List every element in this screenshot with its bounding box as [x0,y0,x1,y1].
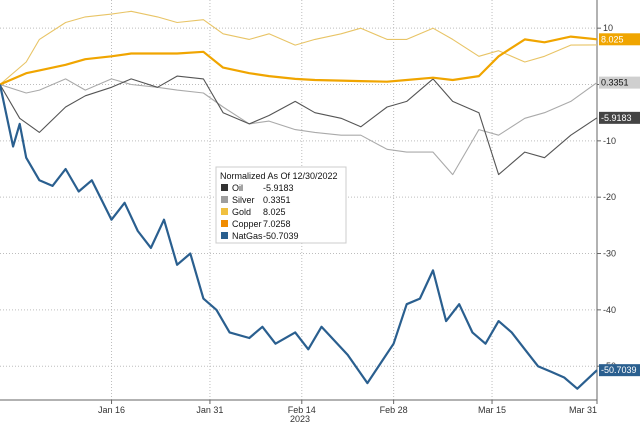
legend-value-copper: 7.0258 [263,219,291,229]
legend-title: Normalized As Of 12/30/2022 [220,171,338,181]
x-tick-label: Mar 31 [569,405,597,415]
series-line-silver [0,78,598,176]
series-line-gold [0,35,598,86]
y-tick-label: -30 [603,249,616,259]
x-axis-label: 2023 [290,414,310,424]
x-tick-label: Feb 14 [288,405,316,415]
value-tags: 0.3351 -5.9183 8.025 -50.7039 [599,33,640,377]
series-line-copper [0,10,598,85]
legend-label-copper: Copper [232,219,262,229]
series-line-natgas [0,84,598,390]
value-tag-label-natgas: -50.7039 [601,365,637,375]
y-tick-label: -10 [603,136,616,146]
value-tag-silver [599,76,640,89]
value-tag-label-silver: 0.3351 [601,78,629,88]
legend-value-silver: 0.3351 [263,195,291,205]
legend-swatch-natgas [221,232,228,239]
y-tick-label: 10 [603,23,613,33]
legend-label-oil: Oil [232,183,243,193]
value-tag-natgas [599,364,640,377]
legend-label-silver: Silver [232,195,255,205]
legend-swatch-oil [221,184,228,191]
value-tag-label-gold: 8.025 [601,34,624,44]
x-tick-label: Jan 31 [196,405,223,415]
value-tag-oil [599,111,640,124]
legend-value-gold: 8.025 [263,207,286,217]
y-tick-label: -20 [603,192,616,202]
legend-swatch-gold [221,208,228,215]
value-tag-label-oil: -5.9183 [601,113,632,123]
x-tick-label: Feb 28 [380,405,408,415]
legend-box [215,166,347,244]
legend-swatch-silver [221,196,228,203]
value-tag-gold [599,33,640,46]
x-tick-label: Jan 16 [98,405,125,415]
legend-label-gold: Gold [232,207,251,217]
y-tick-label: -40 [603,305,616,315]
legend-value-oil: -5.9183 [263,183,294,193]
legend: Normalized As Of 12/30/2022 Oil -5.9183 Si… [215,166,347,244]
legend-swatch-copper [221,220,228,227]
legend-label-natgas: NatGas [232,231,263,241]
series-line-oil [0,75,598,176]
series-layer [0,10,598,390]
legend-value-natgas: -50.7039 [263,231,299,241]
x-tick-label: Mar 15 [478,405,506,415]
